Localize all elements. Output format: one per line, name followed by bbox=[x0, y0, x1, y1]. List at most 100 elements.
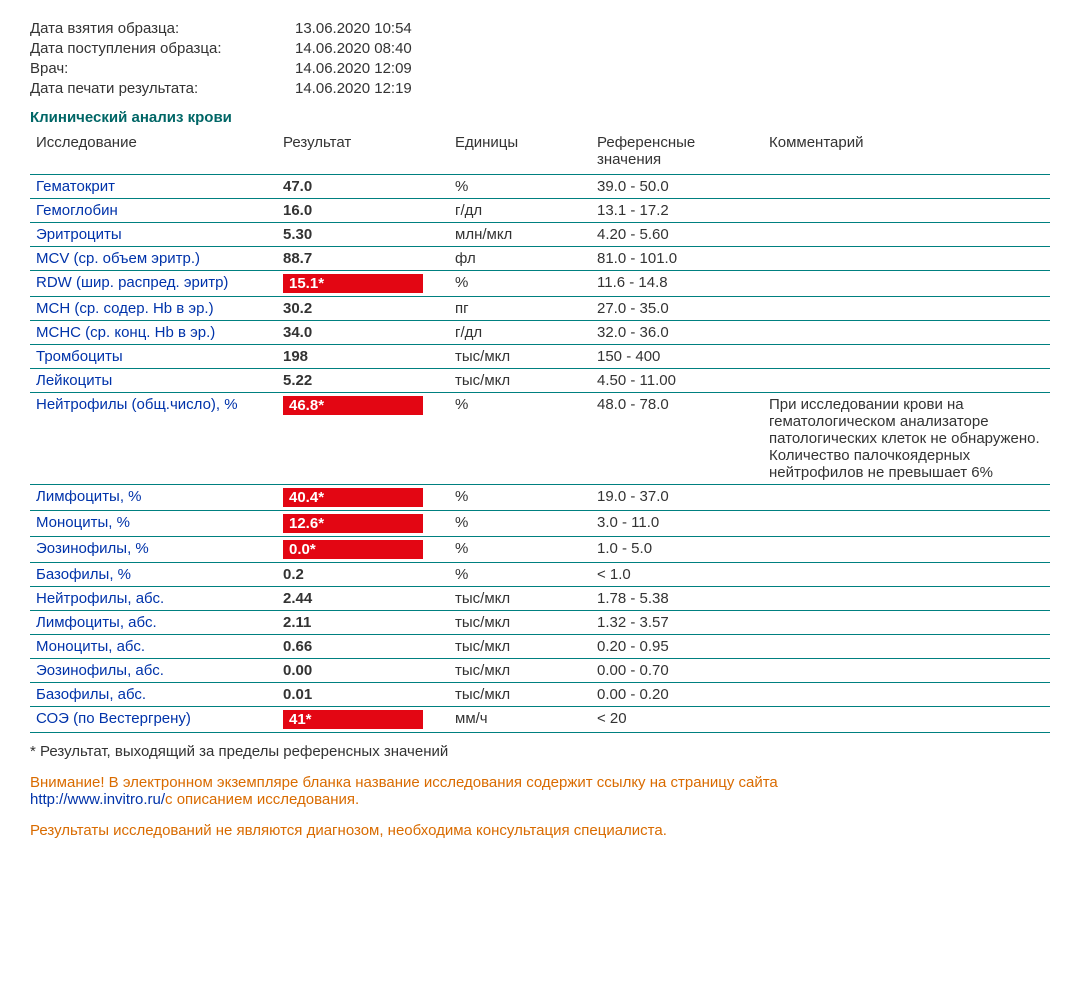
reference-range: < 1.0 bbox=[591, 563, 763, 587]
test-name[interactable]: Эозинофилы, % bbox=[36, 540, 149, 557]
result-value: 5.22 bbox=[283, 372, 312, 389]
meta-row: Врач:14.06.2020 12:09 bbox=[30, 60, 1050, 77]
units: % bbox=[449, 485, 591, 511]
test-name[interactable]: RDW (шир. распред. эритр) bbox=[36, 274, 228, 291]
units: % bbox=[449, 511, 591, 537]
comment bbox=[763, 345, 1050, 369]
test-name[interactable]: Нейтрофилы (общ.число), % bbox=[36, 396, 238, 413]
reference-range: 11.6 - 14.8 bbox=[591, 271, 763, 297]
meta-label: Дата печати результата: bbox=[30, 80, 295, 97]
comment bbox=[763, 271, 1050, 297]
test-name[interactable]: Гемоглобин bbox=[36, 202, 118, 219]
test-name[interactable]: Моноциты, % bbox=[36, 514, 130, 531]
comment bbox=[763, 611, 1050, 635]
units: тыс/мкл bbox=[449, 587, 591, 611]
table-row: Базофилы, абс.0.01тыс/мкл0.00 - 0.20 bbox=[30, 683, 1050, 707]
comment bbox=[763, 223, 1050, 247]
warning-link[interactable]: http://www.invitro.ru/ bbox=[30, 791, 165, 808]
test-name[interactable]: MCHC (ср. конц. Hb в эр.) bbox=[36, 324, 215, 341]
meta-row: Дата поступления образца:14.06.2020 08:4… bbox=[30, 40, 1050, 57]
test-name[interactable]: Лейкоциты bbox=[36, 372, 112, 389]
reference-range: 32.0 - 36.0 bbox=[591, 321, 763, 345]
table-row: Эозинофилы, %0.0*%1.0 - 5.0 bbox=[30, 537, 1050, 563]
units: тыс/мкл bbox=[449, 369, 591, 393]
result-flagged: 41* bbox=[283, 710, 423, 729]
units: тыс/мкл bbox=[449, 611, 591, 635]
warning-text-2: с описанием исследования. bbox=[165, 791, 359, 808]
units: % bbox=[449, 271, 591, 297]
table-row: Лимфоциты, абс.2.11тыс/мкл1.32 - 3.57 bbox=[30, 611, 1050, 635]
col-header-test: Исследование bbox=[30, 130, 277, 175]
comment bbox=[763, 511, 1050, 537]
result-value: 16.0 bbox=[283, 202, 312, 219]
table-row: Гемоглобин16.0г/дл13.1 - 17.2 bbox=[30, 199, 1050, 223]
test-name[interactable]: Базофилы, абс. bbox=[36, 686, 146, 703]
result-value: 198 bbox=[283, 348, 308, 365]
test-name[interactable]: MCV (ср. объем эритр.) bbox=[36, 250, 200, 267]
meta-label: Врач: bbox=[30, 60, 295, 77]
reference-range: < 20 bbox=[591, 707, 763, 733]
test-name[interactable]: Эритроциты bbox=[36, 226, 122, 243]
result-flagged: 46.8* bbox=[283, 396, 423, 415]
meta-value: 14.06.2020 08:40 bbox=[295, 40, 412, 57]
result-value: 34.0 bbox=[283, 324, 312, 341]
result-value: 2.44 bbox=[283, 590, 312, 607]
result-value: 0.01 bbox=[283, 686, 312, 703]
results-table: Исследование Результат Единицы Референсн… bbox=[30, 130, 1050, 733]
units: % bbox=[449, 175, 591, 199]
test-name[interactable]: Лимфоциты, % bbox=[36, 488, 142, 505]
comment bbox=[763, 707, 1050, 733]
test-name[interactable]: MCH (ср. содер. Hb в эр.) bbox=[36, 300, 214, 317]
reference-range: 4.50 - 11.00 bbox=[591, 369, 763, 393]
test-name[interactable]: Эозинофилы, абс. bbox=[36, 662, 164, 679]
units: пг bbox=[449, 297, 591, 321]
units: фл bbox=[449, 247, 591, 271]
warning-text-1: В электронном экземпляре бланка название… bbox=[105, 774, 778, 791]
comment bbox=[763, 635, 1050, 659]
reference-range: 81.0 - 101.0 bbox=[591, 247, 763, 271]
table-row: MCH (ср. содер. Hb в эр.)30.2пг27.0 - 35… bbox=[30, 297, 1050, 321]
table-row: Лейкоциты 5.22 тыс/мкл4.50 - 11.00 bbox=[30, 369, 1050, 393]
units: г/дл bbox=[449, 321, 591, 345]
comment: При исследовании крови на гематологическ… bbox=[763, 393, 1050, 485]
comment bbox=[763, 297, 1050, 321]
units: % bbox=[449, 393, 591, 485]
result-value: 88.7 bbox=[283, 250, 312, 267]
test-name[interactable]: Тромбоциты bbox=[36, 348, 123, 365]
test-name[interactable]: Базофилы, % bbox=[36, 566, 131, 583]
table-row: Моноциты, абс.0.66тыс/мкл0.20 - 0.95 bbox=[30, 635, 1050, 659]
test-name[interactable]: Моноциты, абс. bbox=[36, 638, 145, 655]
units: тыс/мкл bbox=[449, 683, 591, 707]
section-title: Клинический анализ крови bbox=[30, 109, 1050, 126]
result-value: 0.66 bbox=[283, 638, 312, 655]
units: % bbox=[449, 563, 591, 587]
table-row: MCV (ср. объем эритр.) 88.7 фл81.0 - 101.0 bbox=[30, 247, 1050, 271]
table-row: Гематокрит47.0%39.0 - 50.0 bbox=[30, 175, 1050, 199]
units: млн/мкл bbox=[449, 223, 591, 247]
footnote: * Результат, выходящий за пределы рефере… bbox=[30, 743, 1050, 760]
comment bbox=[763, 563, 1050, 587]
comment bbox=[763, 683, 1050, 707]
comment bbox=[763, 587, 1050, 611]
table-row: Моноциты, %12.6*%3.0 - 11.0 bbox=[30, 511, 1050, 537]
units: % bbox=[449, 537, 591, 563]
meta-label: Дата взятия образца: bbox=[30, 20, 295, 37]
result-flagged: 15.1* bbox=[283, 274, 423, 293]
meta-label: Дата поступления образца: bbox=[30, 40, 295, 57]
warning-block: Внимание! В электронном экземпляре бланк… bbox=[30, 774, 1050, 808]
test-name[interactable]: СОЭ (по Вестергрену) bbox=[36, 710, 191, 727]
test-name[interactable]: Гематокрит bbox=[36, 178, 115, 195]
test-name[interactable]: Лимфоциты, абс. bbox=[36, 614, 157, 631]
meta-value: 14.06.2020 12:19 bbox=[295, 80, 412, 97]
table-row: Эозинофилы, абс.0.00тыс/мкл0.00 - 0.70 bbox=[30, 659, 1050, 683]
comment bbox=[763, 659, 1050, 683]
comment bbox=[763, 485, 1050, 511]
result-value: 0.2 bbox=[283, 566, 304, 583]
comment bbox=[763, 321, 1050, 345]
table-row: Эритроциты5.30млн/мкл4.20 - 5.60 bbox=[30, 223, 1050, 247]
meta-value: 13.06.2020 10:54 bbox=[295, 20, 412, 37]
result-value: 30.2 bbox=[283, 300, 312, 317]
result-flagged: 40.4* bbox=[283, 488, 423, 507]
warning-strong: Внимание! bbox=[30, 774, 105, 791]
test-name[interactable]: Нейтрофилы, абс. bbox=[36, 590, 164, 607]
